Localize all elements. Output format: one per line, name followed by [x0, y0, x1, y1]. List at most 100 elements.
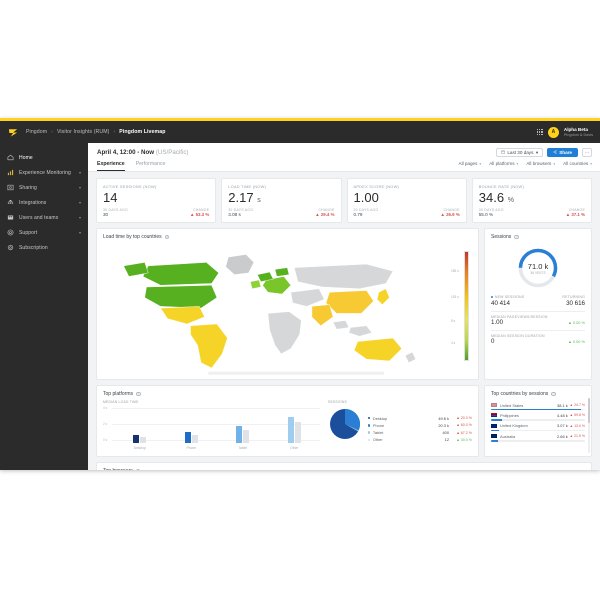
info-icon[interactable]: ?	[135, 468, 141, 470]
sessions-title-text: Sessions	[491, 234, 512, 240]
user-info[interactable]: Alpha Beta Pingdom & Davis	[564, 127, 593, 137]
bar-group-other[interactable]	[269, 417, 321, 443]
bar-group-container	[114, 408, 320, 443]
map-card: Load time by top countries ?	[96, 228, 479, 380]
more-options-button[interactable]: ⋯	[582, 148, 592, 157]
metric-row: 1.00 ▲ 0.00 %	[491, 319, 585, 326]
bottom-row: Top platforms ? MEDIAN LOAD TIME 4 s 2 s	[96, 385, 592, 457]
page-title-text: April 4, 12:00 - Now	[97, 149, 155, 156]
middle-row: Load time by top countries ?	[96, 228, 592, 380]
pie-wrap: SESSIONS	[328, 400, 362, 450]
date-range-button[interactable]: Last 30 days ▾	[496, 148, 543, 157]
app-grid-icon[interactable]	[536, 128, 543, 136]
pingdom-logo-icon[interactable]	[0, 127, 26, 138]
sidebar: Home Experience Monitoring ▾ Sharing ▾ I…	[0, 143, 88, 470]
legend-row-phone[interactable]: Phone 20.3 k ▲ 60.0 %	[368, 423, 472, 428]
sessions-total: 71.0 k	[527, 261, 549, 271]
breadcrumb-separator: ›	[113, 129, 116, 135]
legend-value: 400	[442, 430, 450, 436]
kpi-compare: 30 DAYS AGO 0.79	[354, 208, 379, 217]
scrollbar-thumb[interactable]	[588, 398, 590, 424]
legend-row-other[interactable]: Other 12 ▲ 30.0 %	[368, 437, 472, 442]
kpi-compare: 30 DAYS AGO 30	[103, 208, 128, 217]
bar-group-phone[interactable]	[166, 432, 218, 443]
countries-scrollbar[interactable]	[588, 398, 590, 453]
sessions-pie-chart[interactable]	[328, 407, 362, 446]
sidebar-item-support[interactable]: Support ▾	[0, 225, 88, 240]
countries-title-text: Top countries by sessions	[491, 391, 549, 397]
country-row-top: United States 38.1 k ▲ 24.7 %	[491, 403, 585, 408]
kpi-value: 1.00	[354, 190, 460, 205]
legend-name: Other	[372, 437, 383, 443]
breadcrumb-item-0[interactable]: Pingdom	[26, 129, 48, 135]
breadcrumb-item-1[interactable]: Visitor Insights (RUM)	[56, 129, 110, 135]
info-icon[interactable]: ?	[164, 234, 170, 240]
sidebar-item-integrations[interactable]: Integrations ▾	[0, 195, 88, 210]
filter-all-pages[interactable]: All pages ▾	[459, 161, 482, 166]
bar-group-tablet[interactable]	[217, 426, 269, 443]
world-map[interactable]	[101, 243, 456, 375]
avatar[interactable]: A	[547, 126, 559, 138]
x-tick-label: Other	[290, 446, 299, 450]
filter-all-countries[interactable]: All countries ▾	[563, 161, 592, 166]
share-label: Share	[559, 150, 572, 155]
share-button[interactable]: Share	[546, 148, 578, 157]
info-icon[interactable]: ?	[136, 391, 141, 397]
breadcrumb-item-2[interactable]: Pingdom Livemap	[119, 129, 166, 135]
kpi-footer: 30 DAYS AGO 3.08 s CHANGE ▲ 29.4 %	[228, 208, 334, 217]
kpi-label: LOAD TIME (NOW)	[228, 184, 267, 189]
sidebar-item-subscription[interactable]: Subscription	[0, 240, 88, 255]
legend-delta: ▲ 67.2 %	[456, 430, 472, 435]
kpi-change-label: CHANGE	[318, 208, 335, 212]
info-icon[interactable]: ?	[514, 234, 519, 240]
sidebar-item-sharing[interactable]: Sharing ▾	[0, 180, 88, 195]
user-subtitle: Pingdom & Davis	[563, 132, 593, 137]
flag-au-icon	[491, 434, 497, 439]
filter-all-platforms[interactable]: All platforms ▾	[489, 161, 518, 166]
home-icon	[7, 154, 14, 161]
kpi-value: 14	[103, 190, 209, 205]
top-bar-right: A Alpha Beta Pingdom & Davis	[536, 126, 600, 138]
country-row[interactable]: United States 38.1 k ▲ 24.7 %	[491, 403, 585, 411]
bar-current	[236, 426, 243, 443]
legend-row-tablet[interactable]: Tablet 400 ▲ 67.2 %	[368, 430, 472, 435]
legend-row-desktop[interactable]: Desktop 49.6 k ▲ 20.3 %	[368, 416, 472, 421]
sidebar-item-label: Sharing	[19, 184, 37, 191]
pie-chart-label: SESSIONS	[328, 400, 347, 404]
legend-value: 49.6 k	[438, 415, 449, 421]
y-tick-label: 4 s	[103, 406, 108, 410]
kpi-change: CHANGE ▲ 29.4 %	[315, 208, 334, 217]
kpi-change-label: CHANGE	[193, 208, 210, 212]
kpi-value-number: 1.00	[353, 190, 379, 205]
chevron-down-icon: ▾	[78, 230, 81, 235]
country-row[interactable]: United Kingdom 3.07 k ▲ 13.0 %	[491, 423, 585, 432]
metric-delta: ▲ 0.00 %	[567, 338, 585, 344]
bar-group-desktop[interactable]	[114, 435, 166, 443]
filter-all-browsers[interactable]: All browsers ▾	[526, 161, 555, 166]
sidebar-item-users-and-teams[interactable]: Users and teams ▾	[0, 210, 88, 225]
filter-label: All browsers	[526, 161, 552, 166]
info-icon[interactable]: ?	[551, 391, 556, 397]
x-tick-label: Desktop	[133, 446, 146, 450]
metric-label: MEDIAN SESSION DURATION	[491, 333, 545, 338]
sessions-card-title: Sessions ?	[485, 229, 591, 243]
country-row[interactable]: Philippines 4.48 k ▲ 59.8 %	[491, 413, 585, 421]
kpi-row: ACTIVE SESSIONS (NOW) 14 30 DAYS AGO 30 …	[96, 178, 592, 223]
sidebar-item-home[interactable]: Home	[0, 150, 88, 165]
tab-experience[interactable]: Experience	[97, 161, 125, 171]
chevron-down-icon: ▾	[78, 200, 81, 205]
pingdom-app-window: Pingdom › Visitor Insights (RUM) › Pingd…	[0, 118, 600, 470]
x-tick-label: Tablet	[238, 446, 248, 450]
settings-icon	[7, 244, 14, 251]
kpi-change-value: ▲ 26.9 %	[440, 212, 460, 217]
legend-delta: ▲ 60.0 %	[456, 423, 472, 428]
country-row[interactable]: Australia 2.66 k ▲ 21.5 %	[491, 434, 585, 442]
legend-dot	[368, 438, 371, 441]
kpi-change-value: ▲ 53.3 %	[190, 212, 210, 217]
kpi-value: 34.6 %	[479, 190, 585, 205]
tab-performance[interactable]: Performance	[135, 161, 166, 167]
legend-name: Phone	[372, 422, 385, 428]
sidebar-item-experience-monitoring[interactable]: Experience Monitoring ▾	[0, 165, 88, 180]
filter-bar: All pages ▾ All platforms ▾ All browsers…	[459, 161, 593, 166]
country-bar-track	[491, 408, 585, 411]
